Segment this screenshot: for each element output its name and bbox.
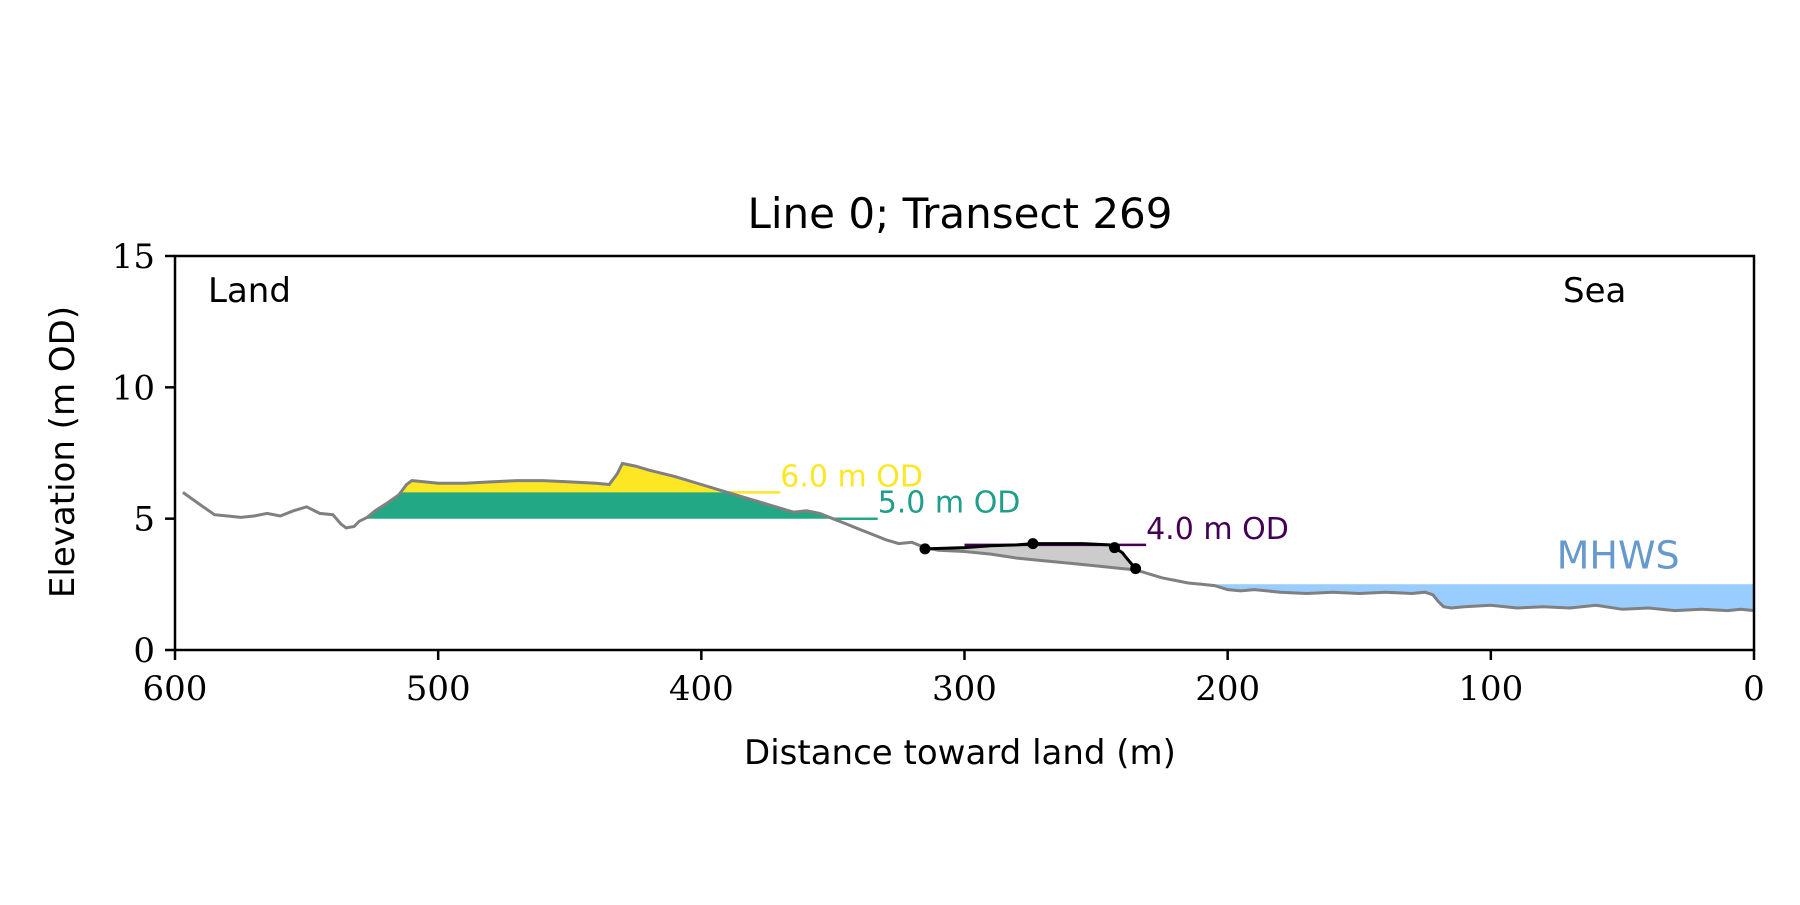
dune-point <box>919 543 931 555</box>
dune-point <box>1109 542 1120 554</box>
x-tick-label: 100 <box>1458 669 1523 709</box>
level-5m-label: 5.0 m OD <box>878 486 1021 521</box>
x-tick-label: 500 <box>406 669 471 709</box>
dune-point <box>1027 538 1039 550</box>
land-label: Land <box>208 271 291 311</box>
y-tick-label: 10 <box>112 368 155 408</box>
y-tick-label: 0 <box>133 631 155 671</box>
level-4m-label: 4.0 m OD <box>1146 512 1289 547</box>
x-tick-label: 600 <box>143 669 208 709</box>
x-tick-label: 400 <box>669 669 734 709</box>
level-6m-label: 6.0 m OD <box>780 459 923 494</box>
mhws-label: MHWS <box>1557 533 1680 577</box>
x-tick-label: 300 <box>932 669 997 709</box>
dune-line <box>924 542 1137 570</box>
mhws-band <box>1214 584 1754 611</box>
sea-label: Sea <box>1563 271 1626 311</box>
y-tick-label: 5 <box>133 500 155 540</box>
y-axis-title: Elevation (m OD) <box>43 306 83 598</box>
x-tick-label: 200 <box>1195 669 1260 709</box>
dune-point <box>1130 563 1142 575</box>
chart-title: Line 0; Transect 269 <box>747 189 1172 238</box>
x-tick-label: 0 <box>1743 669 1765 709</box>
y-tick-label: 15 <box>112 237 155 277</box>
x-axis-title: Distance toward land (m) <box>744 733 1176 773</box>
profile-line <box>182 461 1755 613</box>
